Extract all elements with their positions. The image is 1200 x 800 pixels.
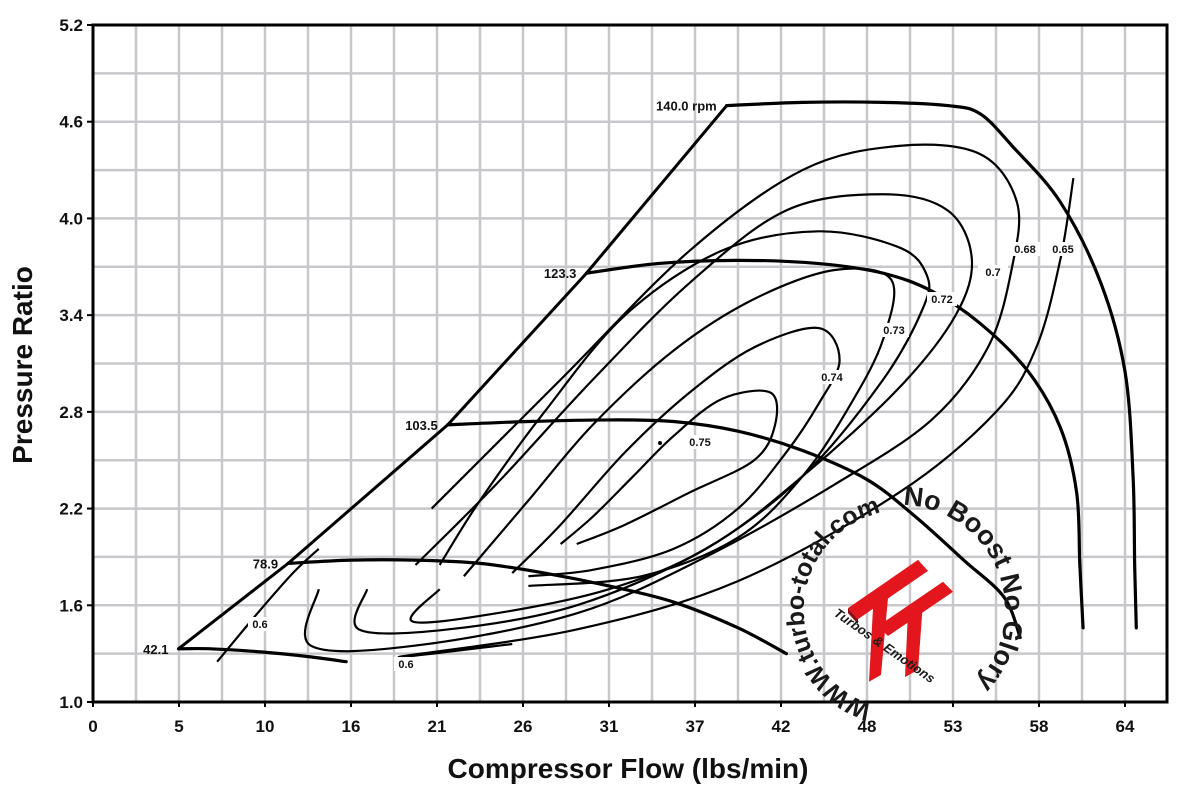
x-tick-label: 21 (428, 717, 447, 736)
efficiency-label-bg (927, 292, 957, 306)
x-tick-label: 58 (1030, 717, 1049, 736)
efficiency-label: 0.6 (252, 619, 267, 631)
efficiency-label-bg (394, 657, 418, 671)
y-tick-label: 4.0 (59, 209, 83, 228)
series-lines (176, 100, 1138, 664)
series-labels: 42.1 78.9 103.5 123.3 140.0 rpm 0.75 0.74 0.73 0… (143, 99, 1078, 671)
watermark-logo: WWW.turbo-total.com No Boost No Glory Tu… (781, 481, 1029, 726)
efficiency-island-0.68 (303, 143, 1021, 653)
y-tick-label: 1.6 (59, 596, 83, 615)
plot-frame (91, 23, 1169, 704)
x-tick-label: 42 (772, 717, 791, 736)
efficiency-label: 0.73 (883, 325, 904, 337)
efficiency-label: 0.75 (689, 437, 710, 449)
y-axis-title: Pressure Ratio (7, 266, 38, 464)
y-tick-label: 4.6 (59, 113, 83, 132)
y-tick-label: 1.0 (59, 693, 83, 712)
x-tick-label: 37 (686, 717, 705, 736)
y-tick-label: 2.8 (59, 403, 83, 422)
speed-line-label: 140.0 rpm (656, 99, 717, 114)
x-tick-label: 10 (256, 717, 275, 736)
efficiency-label: 0.7 (985, 267, 1000, 279)
x-tick-label: 5 (174, 717, 183, 736)
efficiency-island-0.7 (353, 193, 974, 635)
x-tick-label: 53 (944, 717, 963, 736)
efficiency-island-0.65 (397, 177, 1075, 659)
efficiency-label: 0.72 (931, 294, 952, 306)
efficiency-label: 0.68 (1014, 244, 1035, 256)
x-tick-label: 31 (600, 717, 619, 736)
tt-logo-icon (848, 559, 953, 682)
speed-line-103.5 (446, 418, 1022, 640)
x-tick-label: 26 (514, 717, 533, 736)
y-axis-ticks: 1.0 1.6 2.2 2.8 3.4 4.0 4.6 5.2 (59, 16, 93, 712)
efficiency-label: 0.65 (1052, 244, 1073, 256)
efficiency-label-bg (248, 617, 272, 631)
efficiency-island-0.73 (463, 267, 896, 588)
x-tick-label: 48 (858, 717, 877, 736)
efficiency-label-bg (1010, 242, 1040, 256)
peak-efficiency-dot (658, 441, 662, 445)
efficiency-island-0.74 (511, 326, 841, 578)
x-axis-title: Compressor Flow (lbs/min) (448, 753, 809, 784)
y-tick-label: 5.2 (59, 16, 83, 35)
efficiency-label-bg (879, 323, 909, 337)
efficiency-island-0.6 (216, 548, 320, 663)
speed-line-140.0 (725, 100, 1138, 630)
efficiency-label-bg (817, 370, 847, 384)
efficiency-island-0.75 (559, 389, 779, 546)
x-tick-label: 16 (342, 717, 361, 736)
efficiency-label-bg (1048, 242, 1078, 256)
efficiency-label: 0.74 (821, 372, 843, 384)
efficiency-label-bg (978, 265, 1008, 279)
speed-line-label: 123.3 (544, 266, 577, 281)
x-axis-ticks: 0 5 10 16 21 26 31 37 42 48 53 58 64 (88, 702, 1135, 736)
y-tick-label: 2.2 (59, 500, 83, 519)
y-tick-label: 3.4 (59, 306, 83, 325)
x-tick-label: 64 (1116, 717, 1135, 736)
speed-line-label: 42.1 (143, 642, 168, 657)
speed-line-78.9 (286, 558, 788, 656)
efficiency-label-bg (685, 435, 715, 449)
speed-line-label: 78.9 (253, 556, 278, 571)
speed-line-42.1 (176, 646, 348, 664)
efficiency-label: 0.6 (398, 659, 413, 671)
x-tick-label: 0 (88, 717, 97, 736)
speed-line-label: 103.5 (405, 418, 438, 433)
